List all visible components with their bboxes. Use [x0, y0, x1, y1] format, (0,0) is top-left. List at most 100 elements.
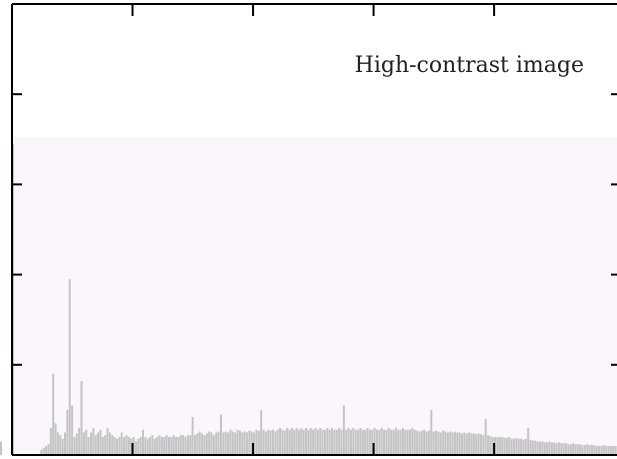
histogram-bar — [404, 429, 407, 455]
histogram-bar — [94, 435, 97, 455]
histogram-bar — [576, 444, 579, 455]
histogram-bar — [219, 414, 222, 455]
histogram-bar — [444, 431, 447, 455]
chart-title: High-contrast image — [355, 53, 584, 78]
histogram-bar — [241, 432, 244, 455]
histogram-bar — [572, 443, 575, 455]
histogram-bar — [316, 429, 319, 455]
histogram-bar — [397, 429, 400, 455]
histogram-bar — [66, 409, 69, 455]
histogram-bar — [160, 436, 163, 455]
histogram-bar — [118, 436, 121, 455]
histogram-bar — [262, 429, 265, 455]
histogram-bar — [224, 431, 227, 455]
histogram-bar — [406, 429, 409, 455]
histogram-bar — [257, 430, 260, 455]
histogram-bar — [130, 438, 133, 455]
histogram-bar — [63, 432, 66, 455]
histogram-bar — [567, 444, 570, 455]
histogram-bar — [113, 436, 116, 455]
histogram-bar — [378, 429, 381, 455]
histogram-bar — [609, 445, 612, 455]
histogram-bar — [250, 431, 253, 455]
histogram-bar — [435, 430, 438, 455]
histogram-bar — [172, 435, 175, 455]
histogram-bar — [264, 431, 267, 455]
histogram-bar — [583, 445, 586, 455]
histogram-bar — [458, 432, 461, 455]
histogram-bar — [354, 429, 357, 455]
histogram-bar — [276, 429, 279, 455]
histogram-bar — [335, 429, 338, 455]
histogram-bar — [536, 441, 539, 455]
histogram-bar — [505, 437, 508, 455]
histogram-bar — [383, 429, 386, 455]
histogram-bar — [453, 431, 456, 455]
histogram-bar — [156, 436, 159, 455]
histogram-bar — [255, 429, 258, 455]
histogram-bar — [494, 436, 497, 455]
histogram-bar — [359, 427, 362, 455]
histogram-bar — [543, 442, 546, 455]
histogram-bar — [248, 430, 251, 455]
histogram-bar — [59, 435, 62, 455]
histogram-bar — [229, 429, 232, 455]
histogram-bar — [456, 432, 459, 455]
histogram-bar — [586, 444, 589, 455]
histogram-bar — [534, 440, 537, 455]
histogram-bar — [527, 427, 530, 455]
histogram-bar — [302, 429, 305, 455]
histogram-bar — [205, 433, 208, 455]
histogram-bar — [503, 437, 506, 455]
histogram-bar — [510, 438, 513, 455]
histogram-bar — [385, 429, 388, 455]
histogram-bar — [515, 437, 518, 455]
histogram-bar — [517, 438, 520, 455]
histogram-bar — [465, 433, 468, 455]
histogram-bar — [99, 429, 102, 455]
histogram-bar — [368, 429, 371, 455]
histogram-bar — [179, 435, 182, 455]
histogram-bar — [139, 436, 142, 455]
histogram-bar — [416, 430, 419, 455]
histogram-bar — [163, 436, 166, 455]
histogram-bar — [588, 445, 591, 455]
histogram-bar — [236, 429, 239, 455]
histogram-bar — [557, 442, 560, 455]
histogram-bar — [595, 445, 598, 455]
histogram-bar — [186, 435, 189, 455]
histogram-bar — [201, 433, 204, 455]
histogram-bar — [579, 444, 582, 455]
histogram-bar — [520, 438, 523, 455]
histogram-bar — [108, 432, 111, 455]
histogram-bar — [75, 433, 78, 455]
histogram-bar — [120, 432, 123, 455]
histogram-bar — [472, 433, 475, 455]
histogram-bar — [123, 436, 126, 455]
histogram-bar — [127, 436, 130, 455]
histogram-bar — [300, 427, 303, 455]
histogram-bar — [167, 436, 170, 455]
histogram-bar — [196, 433, 199, 455]
plot-frame — [11, 3, 617, 456]
histogram-bar — [333, 429, 336, 455]
histogram-bar — [560, 443, 563, 455]
histogram-bar — [56, 432, 59, 455]
histogram-bar — [245, 432, 248, 455]
histogram-bar — [446, 432, 449, 455]
histogram-bar — [151, 435, 154, 455]
histogram-bar — [524, 438, 527, 455]
histogram-bar — [269, 430, 272, 455]
histogram-bar — [45, 445, 48, 455]
histogram-bar — [71, 405, 74, 455]
histogram-bar — [231, 431, 234, 455]
histogram-bar — [208, 431, 211, 455]
histogram-bar — [271, 429, 274, 455]
histogram-bar — [550, 442, 553, 455]
histogram-bar — [153, 438, 156, 455]
histogram-bar — [267, 429, 270, 455]
histogram-bar — [149, 436, 152, 455]
histogram-bar — [177, 436, 180, 455]
histogram-bar — [314, 427, 317, 455]
